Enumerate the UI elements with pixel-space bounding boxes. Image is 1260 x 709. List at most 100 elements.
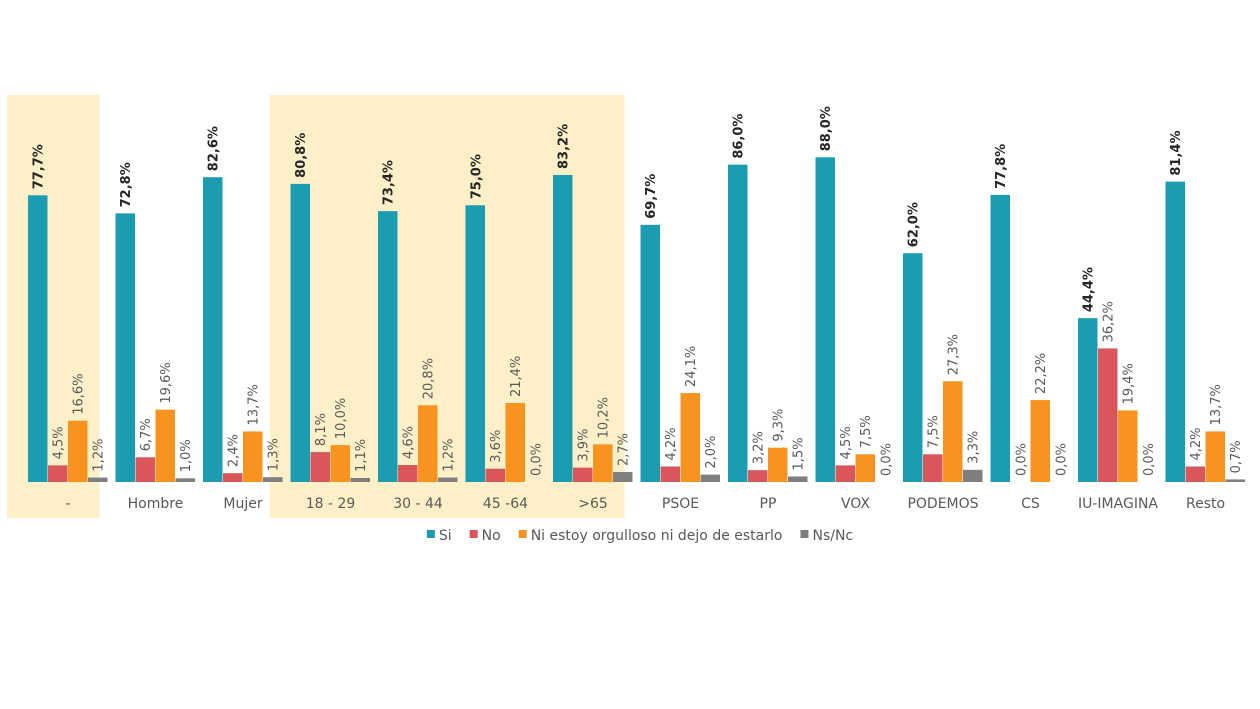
data-label: 1,5% [792,437,807,470]
legend-swatch [518,530,527,538]
bar [1165,181,1185,482]
bar [310,452,330,482]
data-label: 3,9% [577,429,592,462]
data-label: 69,7% [644,174,659,219]
bar [553,174,573,482]
data-label: 6,7% [139,418,154,451]
data-label: 4,5% [839,426,854,459]
bar [115,213,135,483]
bar [350,477,370,482]
bar [728,164,748,482]
x-tick-label: Mujer [223,496,262,512]
bar [243,431,263,482]
data-label: 0,0% [529,443,544,476]
bar [378,211,398,483]
bar [28,195,48,483]
data-label: 16,6% [72,373,87,414]
bar [943,381,963,482]
bar [1205,431,1225,482]
bar [1225,479,1245,482]
data-label: 21,4% [509,356,524,397]
bar [660,466,680,482]
x-tick-label: >65 [578,496,608,512]
x-tick-label: CS [1021,496,1040,512]
data-label: 22,2% [1034,353,1049,394]
data-label: 0,0% [1014,443,1029,476]
x-tick-label: 18 - 29 [306,496,356,512]
x-tick-label: 30 - 44 [393,496,443,512]
data-label: 36,2% [1102,301,1117,342]
data-label: 72,8% [119,162,134,207]
bar [175,478,195,482]
data-label: 13,7% [1209,384,1224,425]
data-label: 4,2% [664,427,679,460]
data-label: 1,2% [442,439,457,472]
x-tick-label: VOX [841,496,870,512]
data-label: 4,5% [52,426,67,459]
bar [700,474,720,482]
bar [640,224,660,482]
bar [155,409,175,482]
data-label: 27,3% [947,334,962,375]
bar [135,457,155,482]
data-label: 0,0% [879,443,894,476]
data-label: 88,0% [819,106,834,151]
data-label: 1,2% [92,439,107,472]
data-label: 2,4% [227,434,242,467]
x-tick-label: PSOE [662,496,699,512]
data-label: 86,0% [732,114,747,159]
bar [613,472,633,482]
bar [1078,318,1098,482]
data-label: 10,0% [334,398,349,439]
bar [923,454,943,482]
data-label: 82,6% [207,126,222,171]
x-tick-label: PODEMOS [907,496,978,512]
bar [223,473,243,482]
data-label: 13,7% [247,384,262,425]
bar [815,157,835,482]
bar [573,467,593,482]
legend-swatch [800,530,809,538]
data-label: 9,3% [772,409,787,442]
data-label: 83,2% [557,124,572,169]
data-label: 1,3% [267,438,282,471]
data-label: 3,6% [489,430,504,463]
bar [203,177,223,482]
data-label: 4,2% [1189,427,1204,460]
bar [465,205,485,482]
legend-label: No [482,528,501,544]
data-label: 24,1% [684,346,699,387]
data-label: 20,8% [422,358,437,399]
data-label: 81,4% [1169,131,1184,176]
bar [1118,410,1138,482]
bar [438,477,458,482]
bar [963,469,983,482]
data-label: 10,2% [597,397,612,438]
data-label: 1,0% [179,439,194,472]
legend-swatch [469,530,478,538]
data-label: 62,0% [907,202,922,247]
bar [263,477,283,482]
bar [418,405,438,482]
data-label: 3,2% [752,431,767,464]
bar [768,447,788,482]
bar [1185,466,1205,482]
data-label: 7,5% [927,415,942,448]
bar [398,465,418,482]
x-tick-label: Hombre [128,496,184,512]
bar [330,445,350,482]
x-tick-label: 45 -64 [483,496,528,512]
data-label: 80,8% [294,133,309,178]
data-label: 1,1% [354,439,369,472]
bar [990,194,1010,482]
legend-label: Ni estoy orgulloso ni dejo de estarlo [531,528,783,544]
bar [855,454,875,482]
data-label: 19,4% [1122,363,1137,404]
bar [290,183,310,482]
bar [48,465,68,482]
legend-label: Si [439,528,452,544]
bar [1030,400,1050,482]
data-label: 0,0% [1142,443,1157,476]
data-label: 3,3% [967,431,982,464]
